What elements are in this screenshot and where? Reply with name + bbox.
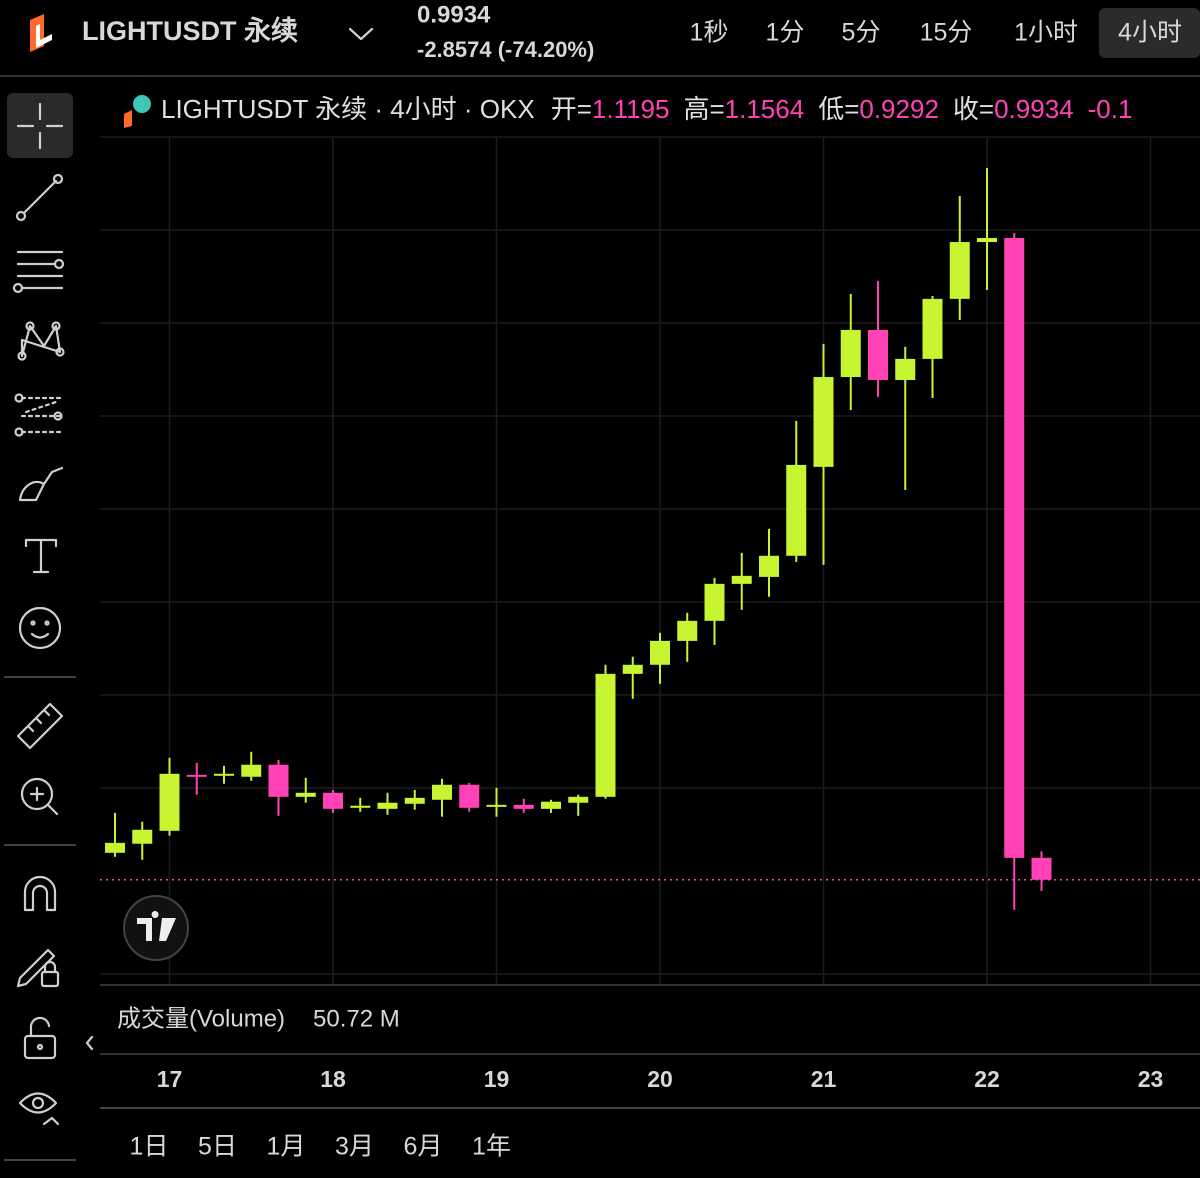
candle-body [214,773,234,776]
candle-body [350,805,371,808]
x-tick-label: 18 [320,1066,346,1092]
candle-body [513,804,534,809]
candle-body [323,792,343,809]
timeframe-tab[interactable]: 1秒 [690,19,729,47]
x-tick-label: 20 [647,1066,673,1092]
range-tab[interactable]: 3月 [335,1133,374,1161]
legend-value: 1.1564 [725,94,805,124]
volume-value: 50.72 M [313,1005,400,1032]
candle-body [650,640,670,665]
candle-body [241,764,262,777]
fib-tool[interactable] [14,393,64,437]
emoji-tool[interactable] [18,606,62,650]
legend-line: LIGHTUSDT 永续 · 4小时 · OKX 开=1.1195 高=1.1564… [161,94,1132,124]
candle-body [377,802,398,809]
visibility-tool[interactable] [18,1092,60,1126]
candle-body [132,829,153,844]
candle-body [622,664,643,674]
timeframe-tab[interactable]: 1分 [766,19,805,47]
logo [30,14,52,52]
tradingview-logo[interactable] [123,895,189,961]
candle-body [868,329,888,380]
legend-value: 0.9292 [859,94,939,124]
legend-title: LIGHTUSDT 永续 · 4小时 · OKX [161,94,535,124]
lock-tool[interactable] [23,1016,57,1060]
candle-body [731,575,752,584]
crosshair-tool[interactable] [16,102,64,150]
range-tab[interactable]: 1月 [267,1133,306,1161]
candle-body [159,773,180,831]
candle-body [105,842,125,853]
candle-body [268,764,289,797]
line-tool[interactable] [15,173,64,222]
magnet-tool[interactable] [23,875,57,912]
candle-body [186,774,207,777]
x-tick-label: 17 [157,1066,183,1092]
candle-body [977,238,997,243]
candle-body [459,784,480,808]
legend-label: 收= [953,94,994,124]
brush-tool[interactable] [18,466,64,502]
range-tab[interactable]: 5日 [198,1133,237,1161]
candle-body [704,583,725,621]
legend-label: 开= [551,94,592,124]
candle-body [895,358,916,380]
grid [100,136,1200,975]
legend: LIGHTUSDT 永续 · 4小时 · OKX 开=1.1195 高=1.1564… [124,94,1132,128]
candle-body [432,784,452,800]
ruler-tool[interactable] [16,702,64,750]
candle-body [677,620,698,641]
legend-label: 低= [818,94,859,124]
timeframe-tab[interactable]: 4小时 [1118,19,1182,47]
candle-body [949,242,970,299]
price-change: -2.8574 (-74.20%) [417,37,594,62]
tool-selected[interactable] [7,93,73,158]
candle-body [840,329,861,378]
timeframe-tab[interactable]: 15分 [920,19,973,47]
timeframe-tab[interactable]: 5分 [842,19,881,47]
legend-value: 0.9934 [994,94,1074,124]
hline-tool[interactable] [12,250,65,294]
candle-body [922,298,943,359]
candle-body [595,673,616,797]
candle-body [404,797,425,804]
legend-value: 1.1195 [592,94,670,124]
x-tick-label: 23 [1138,1066,1164,1092]
range-tab[interactable]: 6月 [404,1133,443,1161]
symbol[interactable]: LIGHTUSDT 永续 [82,16,298,46]
x-tick-label: 21 [811,1066,837,1092]
candle-body [786,464,807,556]
candle-body [1004,238,1025,858]
collapse-toolbar[interactable] [85,1035,94,1051]
legend-logo [124,95,151,128]
range-tab[interactable]: 1日 [130,1133,169,1161]
legend-label: 高= [683,94,724,124]
last-price: 0.9934 [417,1,491,28]
candle-body [1031,857,1052,880]
lock-drawing-tool[interactable] [16,948,60,988]
legend-change: -0.1 [1088,94,1133,124]
candle-body [541,801,561,809]
candle-body [813,377,834,467]
candle-body [486,804,507,807]
candle-body [568,796,589,803]
range-tab[interactable]: 1年 [472,1133,511,1161]
timeframe-active[interactable] [1099,8,1200,58]
candle-body [295,792,316,797]
pattern-tool[interactable] [17,321,65,361]
dropdown-icon[interactable] [348,27,374,41]
x-tick-label: 19 [484,1066,510,1092]
text-tool[interactable] [24,538,58,574]
toolbar [4,93,76,1161]
timeframe-tab[interactable]: 1小时 [1014,19,1078,47]
zoom-tool[interactable] [20,777,59,816]
x-tick-label: 22 [974,1066,1000,1092]
volume-label: 成交量(Volume) [117,1005,285,1032]
candle-body [759,555,779,577]
